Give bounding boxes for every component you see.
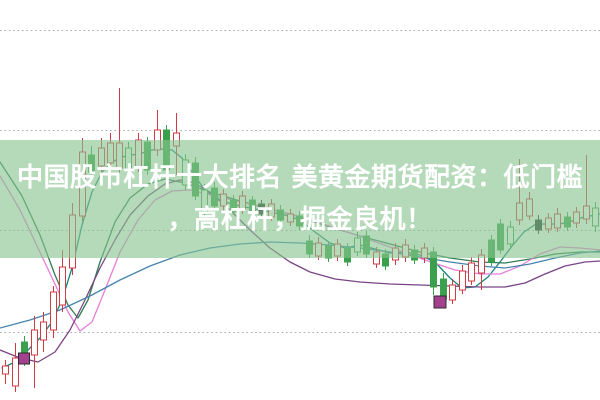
candle bbox=[31, 316, 38, 388]
candle bbox=[59, 250, 66, 312]
candle bbox=[497, 219, 504, 254]
candle bbox=[50, 286, 57, 338]
candle bbox=[449, 279, 456, 304]
candle bbox=[488, 235, 495, 266]
candle bbox=[40, 312, 47, 352]
candle bbox=[192, 157, 199, 200]
candle bbox=[2, 360, 9, 384]
candle bbox=[163, 125, 170, 174]
signal-marker bbox=[18, 352, 30, 365]
candle bbox=[12, 343, 19, 392]
candle bbox=[468, 257, 475, 285]
signal-marker bbox=[433, 295, 447, 309]
candle bbox=[144, 137, 151, 175]
candle bbox=[459, 265, 466, 294]
